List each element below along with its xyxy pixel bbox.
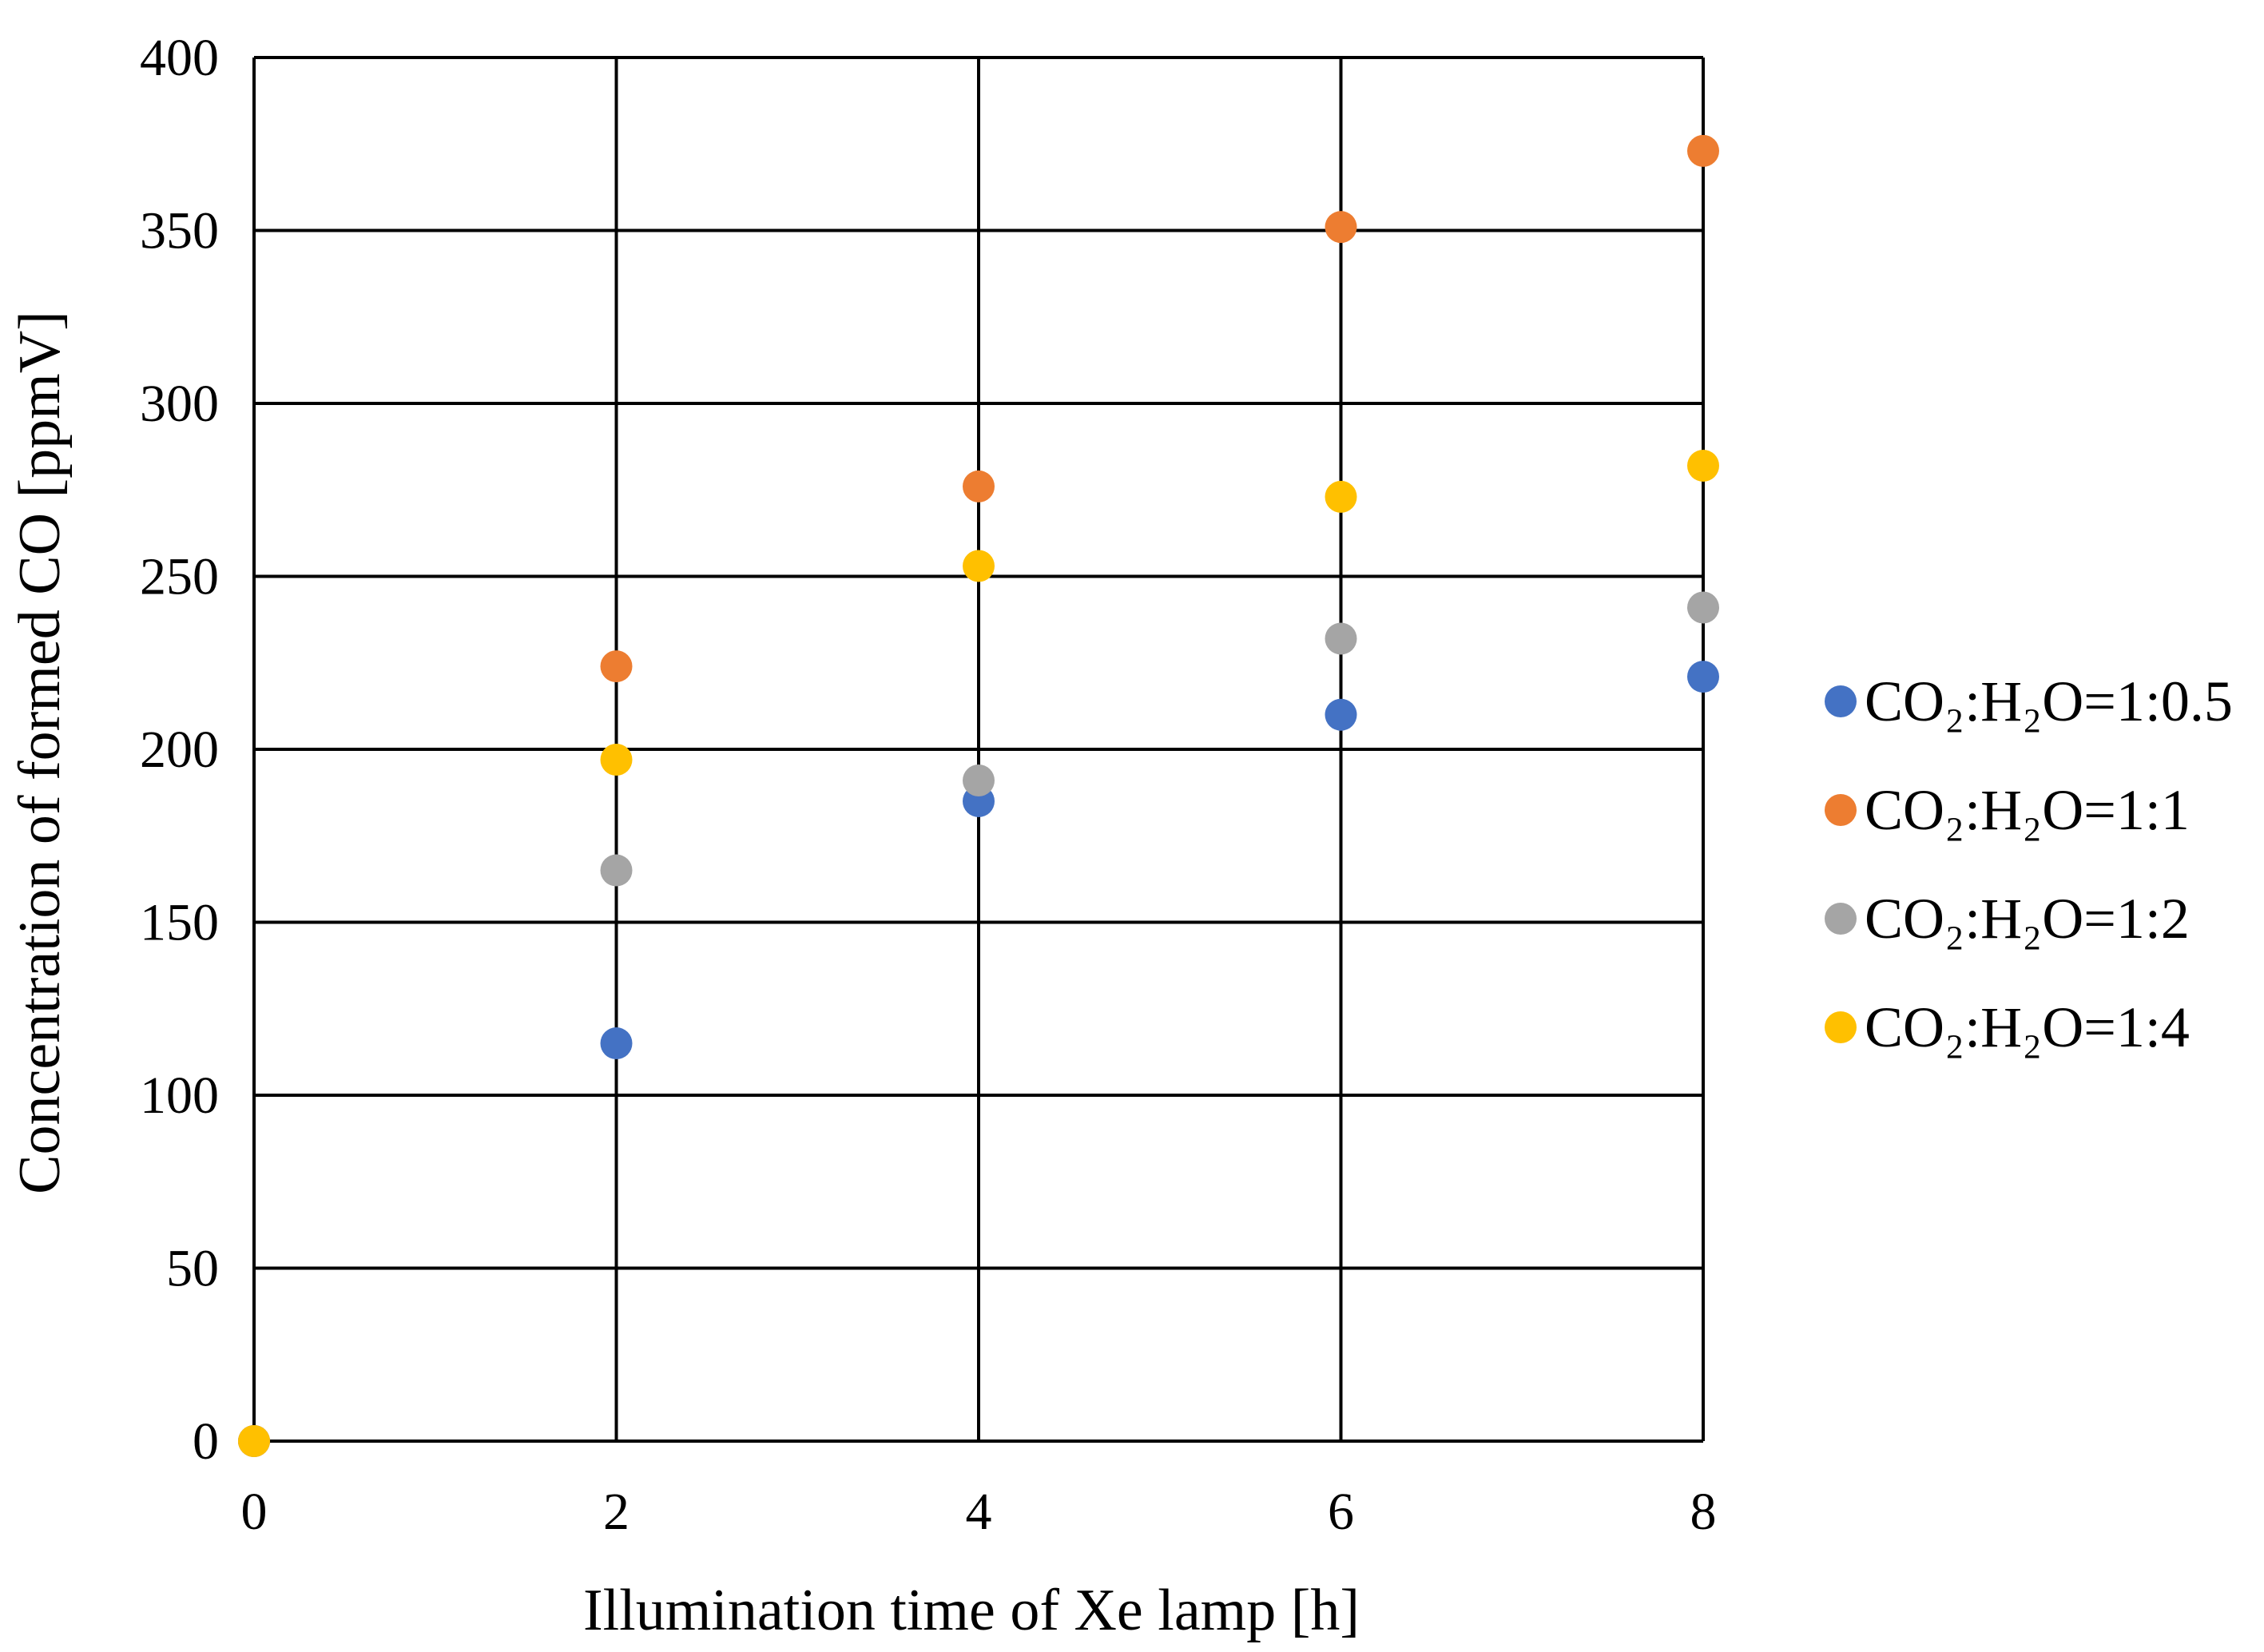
data-point-series-4	[963, 550, 995, 582]
data-point-series-2	[1687, 134, 1719, 167]
data-point-series-2	[600, 650, 633, 683]
data-point-series-4	[1325, 480, 1357, 513]
legend-marker	[1825, 794, 1857, 826]
data-point-series-3	[963, 764, 995, 796]
data-point-series-3	[600, 854, 633, 887]
y-axis-title: Concentration of formed CO [ppmV]	[7, 311, 73, 1194]
data-point-series-4	[238, 1425, 270, 1457]
x-tick-label: 8	[1690, 1483, 1717, 1541]
legend: CO₂:H₂O=1:0.5 CO₂:H₂O=1:1 CO₂:H₂O=1:2 CO₂:H…	[1825, 669, 2233, 1059]
data-point-series-1	[1687, 661, 1719, 693]
legend-label: CO₂:H₂O=1:0.5	[1865, 669, 2233, 733]
data-point-series-3	[1687, 591, 1719, 624]
legend-marker	[1825, 1011, 1857, 1043]
x-tick-label: 4	[966, 1483, 992, 1541]
x-axis-ticks: 0 2 4 6 8	[241, 1483, 1717, 1541]
y-axis-ticks: 0 50 100 150 200 250 300 350 400	[140, 29, 219, 1471]
data-point-series-4	[1687, 449, 1719, 482]
legend-label: CO₂:H₂O=1:4	[1865, 995, 2190, 1059]
y-tick-label: 250	[140, 548, 219, 606]
x-tick-label: 2	[603, 1483, 630, 1541]
legend-label: CO₂:H₂O=1:1	[1865, 778, 2190, 842]
legend-label: CO₂:H₂O=1:2	[1865, 887, 2190, 951]
y-tick-label: 300	[140, 375, 219, 433]
data-point-series-1	[1325, 698, 1357, 731]
y-tick-label: 350	[140, 202, 219, 260]
y-tick-label: 50	[166, 1240, 219, 1298]
data-point-series-1	[600, 1027, 633, 1060]
legend-marker	[1825, 685, 1857, 717]
grid	[252, 56, 1705, 1443]
data-points	[238, 134, 1719, 1457]
data-point-series-3	[1325, 622, 1357, 655]
y-tick-label: 100	[140, 1066, 219, 1125]
data-point-series-2	[963, 470, 995, 502]
y-tick-label: 150	[140, 894, 219, 952]
x-tick-label: 0	[241, 1483, 268, 1541]
x-tick-label: 6	[1328, 1483, 1354, 1541]
y-tick-label: 0	[193, 1412, 219, 1471]
data-point-series-2	[1325, 211, 1357, 244]
legend-marker	[1825, 903, 1857, 935]
x-axis-title: Illumination time of Xe lamp [h]	[583, 1578, 1360, 1643]
y-tick-label: 400	[140, 29, 219, 87]
y-tick-label: 200	[140, 721, 219, 779]
data-point-series-4	[600, 743, 633, 776]
